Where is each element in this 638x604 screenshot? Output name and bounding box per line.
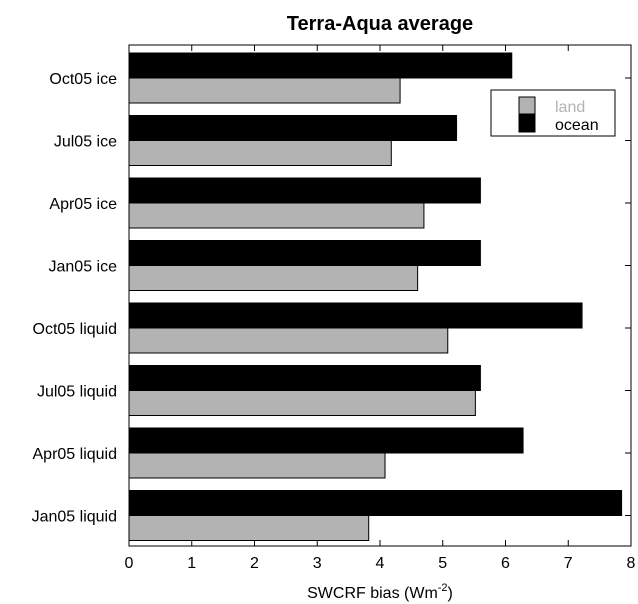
x-tick-label-5: 5 bbox=[438, 555, 447, 572]
y-tick-label-jan05-ice: Jan05 ice bbox=[49, 259, 118, 276]
bars-group bbox=[128, 52, 623, 541]
bar-land-apr05-ice bbox=[128, 202, 425, 229]
x-ticks-group: 0 1 2 3 4 5 6 7 8 bbox=[125, 45, 636, 572]
y-tick-label-jul05-ice: Jul05 ice bbox=[54, 134, 117, 151]
chart-title: Terra-Aqua average bbox=[287, 13, 473, 35]
bar-land-jul05-ice bbox=[128, 140, 392, 166]
bar-land-oct05-ice bbox=[128, 77, 401, 104]
bar-land-jul05-liquid bbox=[128, 390, 476, 416]
y-tick-label-apr05-ice: Apr05 ice bbox=[49, 196, 117, 213]
legend-box bbox=[490, 89, 616, 137]
legend-swatch-land bbox=[518, 96, 536, 115]
bar-land-oct05-liquid bbox=[128, 327, 449, 354]
legend: land ocean bbox=[490, 89, 616, 137]
x-axis-label-main: SWCRF bias (Wm bbox=[307, 585, 438, 602]
y-tick-label-apr05-liquid: Apr05 liquid bbox=[33, 446, 118, 463]
x-tick-label-7: 7 bbox=[564, 555, 573, 572]
bar-ocean-jan05-liquid bbox=[128, 490, 623, 516]
bar-ocean-jul05-liquid bbox=[128, 365, 481, 391]
bar-ocean-jul05-ice bbox=[128, 115, 458, 141]
bar-ocean-oct05-liquid bbox=[128, 302, 583, 329]
bar-land-jan05-ice bbox=[128, 265, 419, 291]
legend-label-land: land bbox=[555, 99, 585, 116]
y-tick-label-oct05-liquid: Oct05 liquid bbox=[33, 321, 118, 338]
y-tick-label-jan05-liquid: Jan05 liquid bbox=[32, 509, 117, 526]
x-tick-label-1: 1 bbox=[187, 555, 196, 572]
x-tick-label-3: 3 bbox=[313, 555, 322, 572]
x-tick-label-2: 2 bbox=[250, 555, 259, 572]
legend-label-ocean: ocean bbox=[555, 117, 599, 134]
x-tick-label-6: 6 bbox=[501, 555, 510, 572]
x-axis-label-superscript: -2 bbox=[438, 582, 448, 594]
y-ticks-group: Oct05 ice Jul05 ice Apr05 ice Jan05 ice Oct0… bbox=[32, 71, 631, 526]
x-tick-label-4: 4 bbox=[376, 555, 385, 572]
bar-ocean-apr05-liquid bbox=[128, 427, 524, 454]
bar-ocean-apr05-ice bbox=[128, 177, 481, 204]
y-tick-label-oct05-ice: Oct05 ice bbox=[49, 71, 117, 88]
bar-land-apr05-liquid bbox=[128, 452, 386, 479]
legend-swatch-ocean bbox=[518, 114, 536, 133]
x-axis-label: SWCRF bias (Wm-2) bbox=[307, 582, 453, 602]
bar-ocean-jan05-ice bbox=[128, 240, 481, 266]
x-tick-label-0: 0 bbox=[125, 555, 134, 572]
bar-ocean-oct05-ice bbox=[128, 52, 513, 79]
bar-land-jan05-liquid bbox=[128, 515, 370, 541]
y-tick-label-jul05-liquid: Jul05 liquid bbox=[37, 384, 117, 401]
x-axis-label-suffix: ) bbox=[448, 585, 453, 602]
x-tick-label-8: 8 bbox=[627, 555, 636, 572]
plot-frame bbox=[128, 44, 632, 547]
